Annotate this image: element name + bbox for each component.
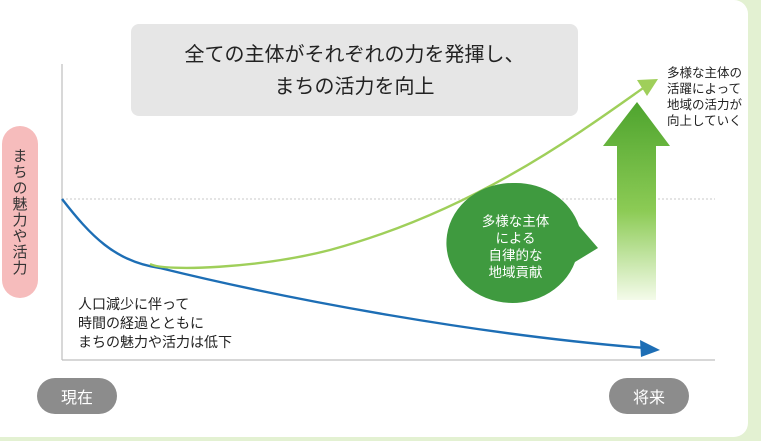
future-label-text: 将来 [632, 388, 665, 407]
headline-line-2: まちの活力を向上 [274, 74, 435, 98]
circle-label-line: 地域貢献 [488, 265, 543, 281]
contribution-circle [446, 182, 598, 303]
headline-box: 全ての主体がそれぞれの力を発揮し、 まちの活力を向上 [131, 24, 578, 116]
circle-label-line: 自律的な [488, 248, 543, 264]
present-label: 現在 [37, 378, 117, 414]
y-axis-label: まちの魅力や活力 [10, 148, 29, 276]
growth-annotation-line: 向上していく [667, 113, 742, 128]
circle-label-line: による [495, 231, 536, 247]
big-growth-arrow [603, 102, 670, 300]
growth-curve [149, 85, 647, 270]
present-label-text: 現在 [60, 388, 93, 407]
growth-arrowhead [637, 79, 658, 96]
circle-label-line: 多様な主体 [481, 214, 550, 230]
growth-annotation-line: 多様な主体の [667, 65, 743, 80]
contribution-circle-label: 多様な主体 による 自律的な 地域貢献 [449, 199, 582, 297]
growth-annotation-line: 活躍によって [667, 81, 742, 96]
decline-annotation-line: 人口減少に伴って [78, 297, 190, 313]
decline-annotation-line: 時間の経過とともに [78, 316, 204, 332]
future-label: 将来 [609, 378, 689, 414]
headline-line-1: 全ての主体がそれぞれの力を発揮し、 [184, 42, 525, 66]
y-axis-label-badge: まちの魅力や活力 [2, 126, 38, 298]
decline-annotation-line: まちの魅力や活力は低下 [78, 335, 232, 351]
decline-annotation: 人口減少に伴って 時間の経過とともに まちの魅力や活力は低下 [78, 296, 318, 353]
decline-arrowhead [640, 340, 660, 357]
growth-annotation: 多様な主体の 活躍によって 地域の活力が 向上していく [667, 65, 761, 129]
decline-curve [61, 198, 646, 350]
growth-annotation-line: 地域の活力が [667, 97, 743, 112]
